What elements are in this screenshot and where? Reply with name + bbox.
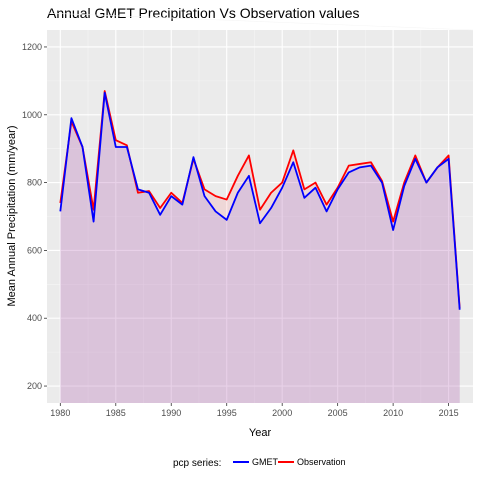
y-tick-label: 1000 [22,110,42,120]
x-tick-label: 2000 [272,408,292,418]
legend-title: pcp series: [173,458,221,469]
grid-major [47,30,473,403]
grid-minor-y [46,12,474,31]
series-area-gmet [60,92,460,403]
x-tick-label: 2015 [439,408,459,418]
series-layer [59,90,461,403]
y-tick-label: 400 [27,313,42,323]
series-area-observation [60,91,460,403]
y-tick-label: 1200 [22,42,42,52]
x-tick-label: 1985 [106,408,126,418]
x-tick-label: 2010 [383,408,403,418]
x-tick-label: 1990 [161,408,181,418]
series-line-observation [59,90,461,309]
series-line-gmet [59,91,461,310]
x-tick-label: 2005 [328,408,348,418]
legend: pcp series: GMET Observation [173,457,346,469]
y-tick-label: 800 [27,178,42,188]
y-axis-title: Mean Annual Precipitation (mm/year) [6,126,18,307]
y-tick-label: 600 [27,245,42,255]
chart-title: Annual GMET Precipitation Vs Observation… [47,5,360,21]
legend-label-observation: Observation [297,457,346,467]
grid-minor [46,12,474,403]
y-tick-label: 200 [27,381,42,391]
legend-label-gmet: GMET [252,457,279,467]
y-axis: 200 400 600 800 1000 1200 [22,42,47,391]
x-tick-label: 1980 [50,408,70,418]
x-axis: 1980 1985 1990 1995 2000 2005 2010 2015 [50,403,459,418]
x-tick-label: 1995 [217,408,237,418]
x-axis-title: Year [249,427,272,439]
